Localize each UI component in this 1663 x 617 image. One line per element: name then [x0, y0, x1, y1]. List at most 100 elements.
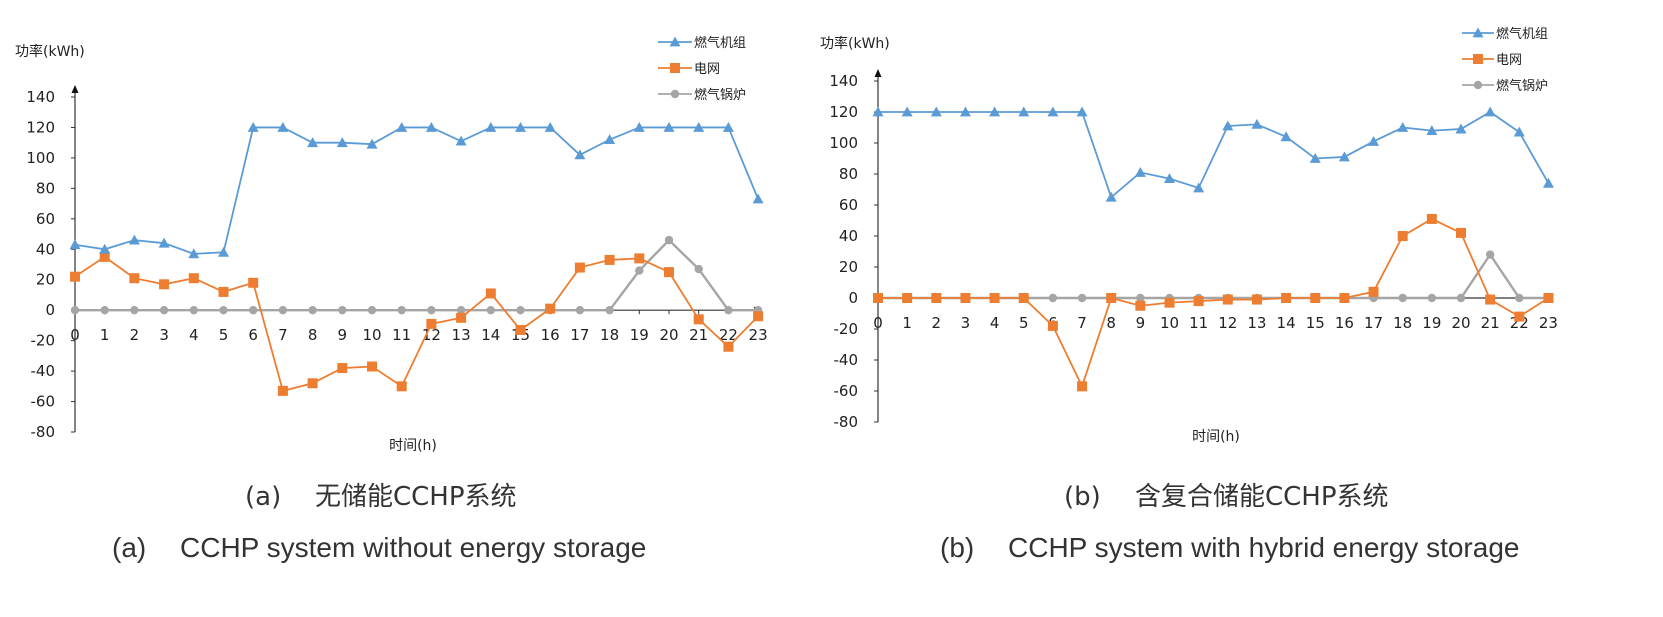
x-tick-label-b: 12 [1218, 314, 1237, 332]
y-tick-label-b: 120 [829, 103, 858, 121]
data-point-b-1 [1047, 320, 1058, 331]
y-tick-label-b: 80 [839, 165, 858, 183]
series-line-b-1 [878, 217, 1549, 389]
data-point-a-0 [722, 121, 734, 132]
y-tick-label-b: 140 [829, 72, 858, 90]
series-b-1 [873, 213, 1554, 392]
data-point-a-2 [367, 305, 377, 315]
data-point-a-0 [663, 121, 675, 132]
x-tick-label-a: 18 [600, 326, 619, 344]
data-point-b-0 [1397, 122, 1409, 132]
data-point-b-1 [1018, 293, 1029, 303]
data-point-a-2 [278, 305, 288, 315]
data-point-a-0 [69, 239, 81, 250]
data-point-a-1 [99, 251, 110, 262]
data-point-b-0 [959, 106, 971, 117]
caption-b-en-tag: (b) [940, 532, 974, 563]
x-tick-label-b: 0 [873, 314, 883, 332]
data-point-a-0 [485, 121, 497, 132]
data-point-a-0 [544, 121, 556, 132]
y-tick-label-b: -40 [834, 351, 859, 369]
y-tick-label-a: 120 [26, 118, 55, 136]
data-point-b-1 [989, 293, 1000, 303]
data-point-b-2 [1077, 293, 1087, 303]
data-point-a-2 [189, 305, 198, 315]
data-point-b-1 [1397, 231, 1408, 241]
x-tick-label-a: 4 [189, 326, 199, 344]
data-point-a-2 [159, 305, 169, 315]
legend-label-b-2: 燃气锅炉 [1496, 78, 1548, 94]
data-point-a-1 [129, 273, 140, 284]
y-tick-label-a: 20 [36, 271, 55, 289]
caption-a-zh-tag: (a) [245, 482, 281, 512]
data-point-a-1 [188, 273, 199, 284]
data-point-b-0 [1309, 153, 1321, 163]
data-point-a-1 [664, 267, 674, 278]
data-point-b-0 [901, 106, 913, 117]
data-point-b-0 [1368, 135, 1380, 146]
data-point-a-2 [516, 305, 525, 315]
series-line-a-2 [75, 238, 759, 312]
data-point-a-1 [604, 254, 615, 265]
y-tick-label-b: 20 [839, 258, 858, 276]
y-tick-label-b: 100 [829, 134, 858, 152]
x-tick-label-b: 14 [1277, 314, 1296, 332]
data-point-b-1 [1339, 293, 1350, 303]
data-point-b-0 [872, 106, 884, 117]
data-point-a-0 [633, 121, 645, 132]
y-tick-label-a: -60 [31, 393, 56, 411]
x-tick-label-a: 1 [100, 326, 110, 344]
data-point-a-0 [366, 138, 378, 149]
data-point-b-2 [1427, 293, 1437, 303]
legend-item-b-2: 燃气锅炉 [1462, 78, 1548, 94]
data-point-a-1 [277, 385, 288, 396]
y-tick-label-a: 80 [36, 179, 55, 197]
data-point-a-1 [574, 262, 585, 273]
data-point-a-1 [753, 311, 764, 322]
x-tick-label-a: 13 [452, 326, 471, 344]
data-point-a-0 [128, 234, 140, 245]
series-line-b-0 [878, 110, 1550, 199]
data-point-b-1 [1106, 293, 1117, 303]
data-point-b-1 [1135, 300, 1146, 311]
x-tick-label-b: 2 [932, 314, 942, 332]
x-tick-label-a: 16 [541, 326, 560, 344]
legend-label-b-1: 电网 [1496, 53, 1522, 68]
caption-a-en: CCHP system without energy storage [180, 532, 646, 563]
caption-b-zh: 含复合储能CCHP系统 [1135, 482, 1389, 512]
series-a-0 [69, 121, 764, 259]
x-tick-label-b: 19 [1422, 314, 1441, 332]
data-point-b-1 [931, 293, 942, 303]
data-point-b-0 [1018, 106, 1030, 117]
data-point-b-0 [1542, 177, 1554, 188]
caption-b: (b) 含复合储能CCHP系统 (b) CCHP system with hyb… [940, 482, 1519, 563]
data-point-b-1 [1193, 296, 1204, 307]
data-point-a-0 [515, 121, 526, 132]
x-tick-label-a: 8 [308, 326, 318, 344]
y-axis-title-b: 功率(kWh) [820, 35, 890, 52]
y-tick-label-a: 40 [36, 240, 55, 258]
x-tick-label-b: 16 [1335, 314, 1354, 332]
data-point-a-0 [425, 121, 437, 132]
data-point-a-0 [247, 121, 259, 132]
x-tick-label-a: 7 [278, 326, 288, 344]
data-point-b-0 [1222, 120, 1234, 131]
data-point-a-2 [70, 305, 80, 315]
legend-label-b-0: 燃气机组 [1496, 26, 1548, 42]
data-point-b-1 [1251, 294, 1262, 305]
series-line-a-1 [74, 255, 759, 392]
x-tick-label-a: 23 [749, 326, 768, 344]
data-point-a-1 [307, 378, 318, 389]
y-tick-label-a: -80 [31, 423, 56, 441]
chart-panel-b: -80-60-40-200204060801001201400123456789… [820, 26, 1558, 445]
y-axis-arrow-b [874, 69, 882, 77]
data-point-b-0 [1076, 106, 1088, 117]
legend-marker-a-1 [670, 63, 680, 73]
x-tick-label-b: 20 [1451, 314, 1470, 332]
x-axis-title-b: 时间(h) [1192, 429, 1240, 445]
x-axis-title-a: 时间(h) [389, 438, 437, 454]
data-point-b-0 [1193, 182, 1205, 193]
x-tick-label-a: 6 [248, 326, 258, 344]
